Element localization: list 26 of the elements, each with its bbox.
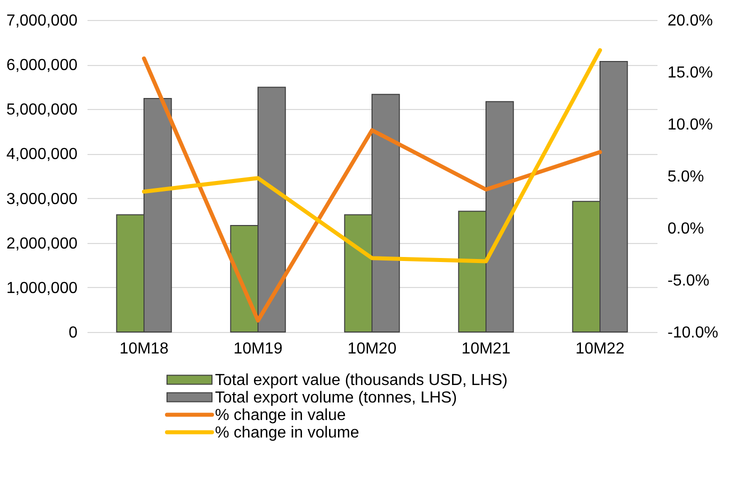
x-tick-label: 10M20 — [348, 340, 397, 358]
line-series — [142, 56, 602, 323]
legend-label: Total export value (thousands USD, LHS) — [215, 372, 508, 389]
y2-tick-label: 5.0% — [668, 168, 704, 186]
y2-tick-label: -10.0% — [668, 324, 718, 342]
legend-label: % change in volume — [215, 424, 360, 442]
y2-tick-label: 15.0% — [668, 64, 713, 82]
x-tick-label: 10M21 — [462, 340, 511, 358]
y-tick-label: 7,000,000 — [6, 12, 78, 30]
y2-tick-label: -5.0% — [668, 272, 710, 290]
y2-tick-label: 20.0% — [668, 12, 713, 30]
y-tick-label: 4,000,000 — [6, 146, 78, 164]
y-tick-label: 6,000,000 — [6, 57, 78, 74]
y-tick-label: 5,000,000 — [6, 102, 78, 119]
x-tick-label: 10M18 — [120, 340, 169, 358]
legend-label: % change in value — [215, 406, 346, 424]
x-tick-label: 10M22 — [576, 340, 625, 358]
x-tick-label: 10M19 — [234, 340, 283, 358]
legend-label: Total export volume (tonnes, LHS) — [215, 389, 457, 406]
line-series — [142, 48, 602, 264]
y2-tick-label: 10.0% — [668, 116, 713, 134]
y-tick-label: 1,000,000 — [6, 280, 78, 297]
y-tick-label: 0 — [68, 324, 78, 342]
y-tick-label: 3,000,000 — [6, 190, 78, 208]
y2-tick-label: 0.0% — [668, 220, 704, 238]
y-tick-label: 2,000,000 — [6, 235, 78, 252]
